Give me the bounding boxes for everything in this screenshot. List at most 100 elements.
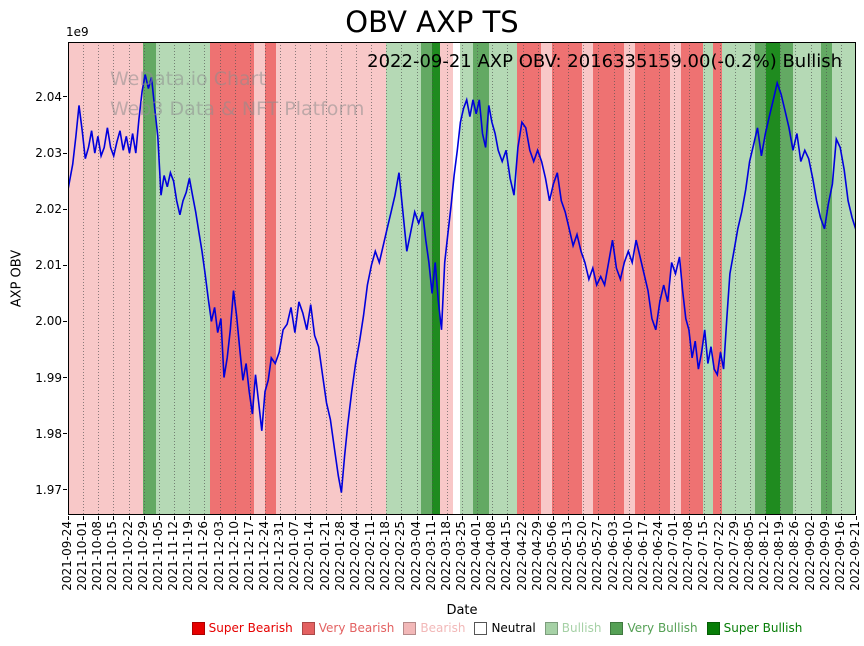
x-tick-mark [552,516,554,520]
x-tick-label: 2022-02-25 [393,521,408,591]
x-tick-label: 2022-03-25 [454,521,468,591]
x-tick-mark [507,516,509,520]
x-tick-label: 2022-02-18 [378,521,393,591]
x-gridline [249,42,251,515]
sentiment-band-very_bearish [592,42,625,515]
x-gridline [689,42,691,515]
x-gridline [310,42,312,515]
x-gridline [765,42,767,515]
x-tick-label: 2022-03-04 [408,521,423,591]
y-axis-label: AXP OBV [9,249,25,308]
x-tick-label: 2022-08-19 [772,521,787,591]
x-tick-label: 2021-10-15 [105,521,120,591]
x-tick-mark [477,516,479,520]
x-tick-mark [840,516,842,520]
x-tick-label: 2022-03-18 [438,521,453,591]
sentiment-band-very_bullish [473,42,489,515]
x-gridline [840,42,842,515]
sentiment-band-bullish [792,42,822,515]
x-tick-mark [856,516,857,520]
x-tick-mark [68,516,69,520]
x-tick-label: 2022-08-26 [787,521,802,591]
legend-item-super-bearish: Super Bearish [191,621,293,635]
legend-swatch-super-bearish [191,621,205,635]
x-gridline [462,42,463,515]
legend-swatch-super-bullish [706,621,720,635]
x-tick-label: 2022-07-22 [711,521,726,591]
x-gridline [477,42,479,515]
sentiment-band-super_bullish [766,42,781,515]
latest-value-annotation: 2022-09-21 AXP OBV: 2016335159.00(-0.2%)… [367,51,842,72]
x-gridline [522,42,524,515]
x-tick-mark [219,516,221,520]
x-tick-label: 2022-05-13 [560,521,575,591]
x-gridline [431,42,433,515]
sentiment-band-very_bearish [712,42,723,515]
legend-swatch-very-bearish [301,621,315,635]
x-tick-label: 2022-06-17 [635,521,650,591]
x-tick-mark [234,516,236,520]
x-gridline [83,42,85,515]
sentiment-band-very_bullish [421,42,433,515]
x-gridline [613,42,615,515]
x-tick-mark [689,516,691,520]
x-gridline [568,42,570,515]
x-tick-label: 2021-10-08 [90,521,105,591]
x-axis-label: Date [446,603,478,618]
x-tick-label: 2021-12-17 [241,521,256,591]
y-tick-label: 2.03 [35,146,62,161]
y-tick-mark [63,264,67,266]
x-tick-mark [598,516,600,520]
x-tick-label: 2021-12-03 [211,521,226,591]
sentiment-band-very_bullish [142,42,157,515]
x-tick-label: 2022-01-21 [317,521,332,591]
y-tick-label: 2.04 [35,89,62,104]
x-tick-mark [113,516,115,520]
x-gridline [143,42,145,515]
x-gridline [325,42,327,515]
sentiment-band-bearish [540,42,552,515]
x-tick-label: 2022-02-11 [363,521,378,591]
x-gridline [810,42,812,515]
x-tick-mark [249,516,251,520]
sentiment-band-bullish [488,42,518,515]
legend-item-bullish: Bullish [544,621,601,635]
x-gridline [749,42,751,515]
x-tick-mark [280,516,282,520]
x-gridline [386,42,388,515]
y-tick-mark [63,377,67,379]
sentiment-band-bullish [386,42,422,515]
x-tick-label: 2022-09-21 [848,521,862,591]
watermark-line2: Web3 Data & NFT Platform [110,98,365,121]
x-gridline [219,42,221,515]
watermark: WeData.io Chart Web3 Data & NFT Platform [110,64,364,125]
x-gridline [537,42,539,515]
sentiment-band-bearish [439,42,453,515]
sentiment-band-bearish [581,42,593,515]
legend-item-very-bearish: Very Bearish [301,621,395,635]
x-tick-mark [537,516,539,520]
x-tick-mark [674,516,676,520]
x-gridline [583,42,585,515]
x-tick-label: 2022-04-29 [529,521,544,591]
x-tick-label: 2021-11-19 [181,521,196,591]
sentiment-band-very_bearish [265,42,277,515]
x-tick-label: 2021-12-10 [226,521,241,591]
x-gridline [628,42,630,515]
x-tick-label: 2022-06-10 [620,521,635,591]
sentiment-band-very_bullish [821,42,833,515]
sentiment-band-bullish [722,42,756,515]
x-tick-mark [98,516,100,520]
x-tick-label: 2022-07-01 [666,521,681,591]
x-tick-label: 2021-11-26 [196,521,211,591]
y-tick-mark [63,489,67,491]
x-tick-label: 2021-10-29 [135,521,150,591]
x-tick-label: 2022-07-29 [726,521,741,591]
x-tick-mark [522,516,524,520]
legend-swatch-bullish [544,621,558,635]
x-tick-mark [431,516,433,520]
x-tick-mark [371,516,373,520]
legend-label: Very Bearish [318,621,395,635]
x-tick-label: 2022-09-16 [832,521,847,591]
x-tick-label: 2022-04-15 [499,521,514,591]
